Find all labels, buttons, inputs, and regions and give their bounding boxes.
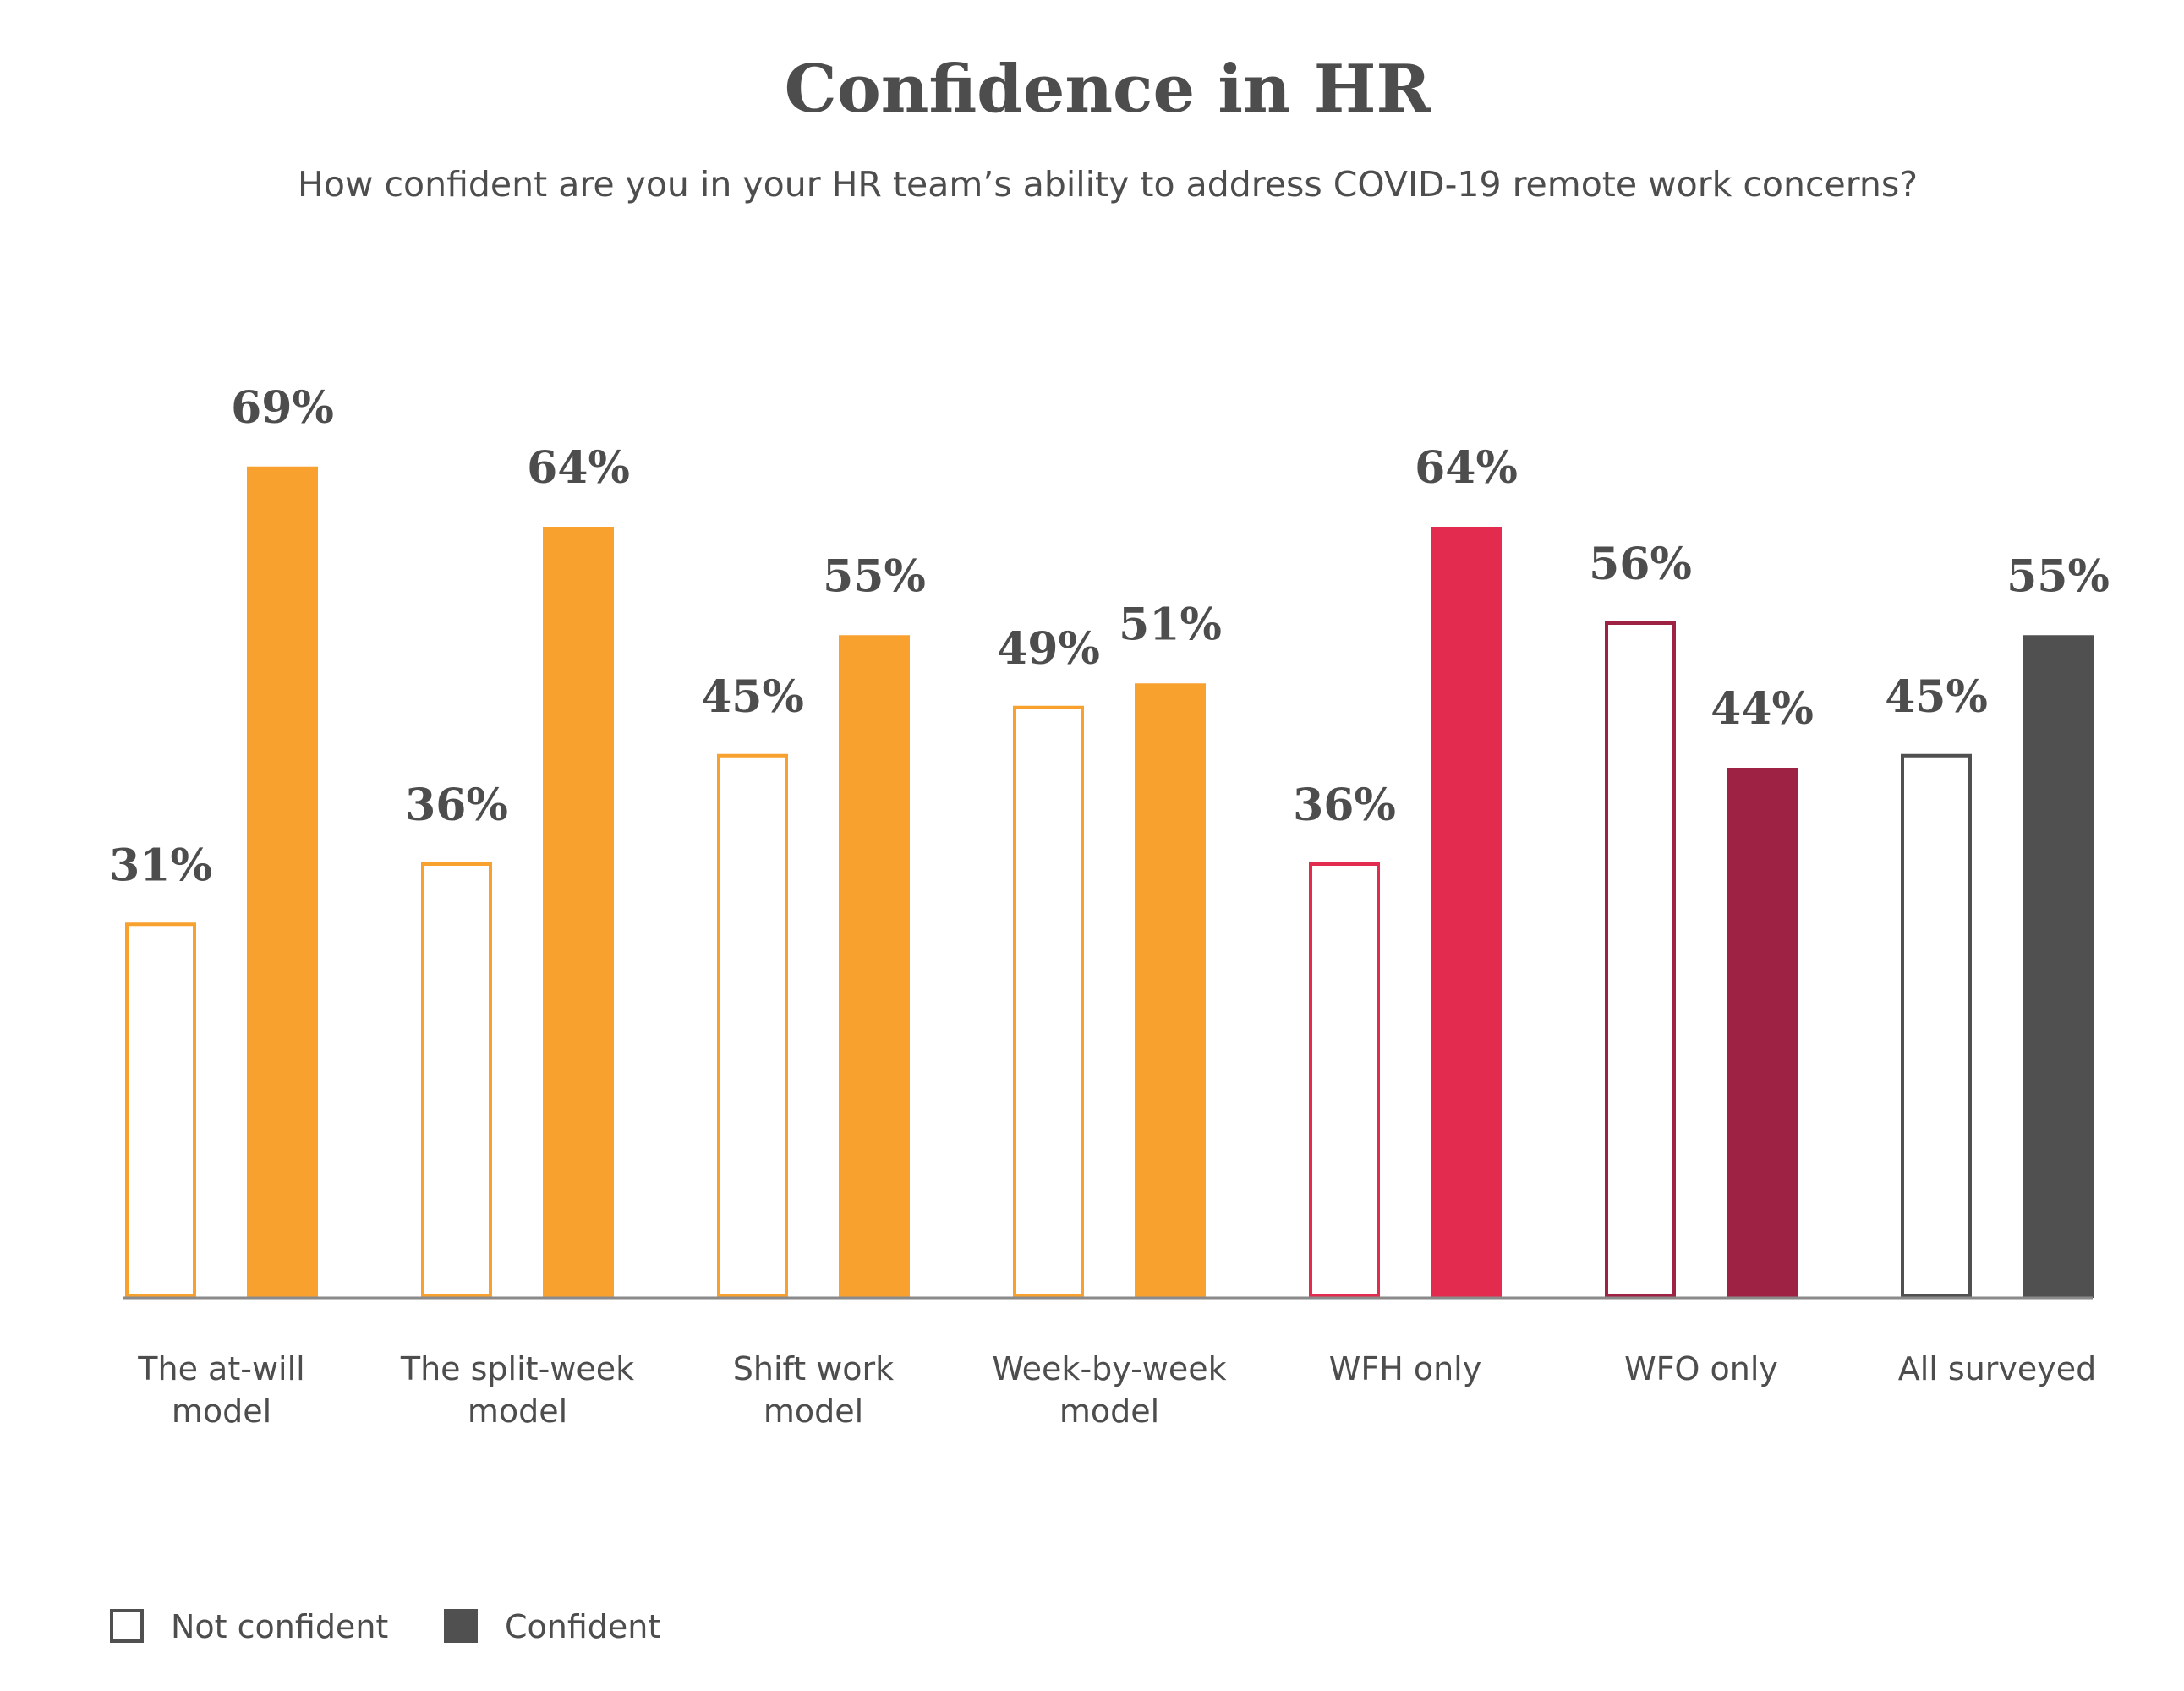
bar-not-confident-week-by-week-model — [1013, 705, 1084, 1298]
bar-not-confident-all-surveyed — [1901, 753, 1972, 1298]
category-label-wfh-only: WFH only — [1329, 1350, 1481, 1387]
legend-swatch-confident — [444, 1609, 478, 1643]
value-label-confident-all-surveyed: 55% — [2006, 550, 2110, 602]
category-label-shift-work-model-line1: Shift work — [733, 1350, 894, 1387]
legend-label-confident: Confident — [505, 1608, 660, 1645]
category-label-the-at-will-model-line1: The at-will — [137, 1350, 304, 1387]
value-label-not-confident-shift-work-model: 45% — [701, 671, 804, 723]
chart-subtitle: How confident are you in your HR team’s … — [298, 164, 1918, 205]
bar-confident-shift-work-model — [839, 635, 910, 1298]
category-label-shift-work-model-line2: model — [764, 1393, 863, 1430]
category-label-week-by-week-model-line2: model — [1059, 1393, 1159, 1430]
value-label-not-confident-wfh-only: 36% — [1293, 780, 1396, 831]
legend-label-not-confident: Not confident — [171, 1608, 388, 1645]
bar-not-confident-wfo-only — [1605, 621, 1676, 1298]
value-label-confident-shift-work-model: 55% — [823, 550, 926, 602]
labels-layer: 31% 69% The at-will model 36% 64% The split-we… — [109, 382, 2110, 1430]
value-label-confident-week-by-week-model: 51% — [1119, 599, 1222, 650]
value-label-confident-the-split-week-model: 64% — [527, 442, 630, 494]
category-label-the-at-will-model-line2: model — [172, 1393, 271, 1430]
bars-layer — [125, 466, 2094, 1298]
value-label-not-confident-all-surveyed: 45% — [1885, 671, 1988, 723]
category-label-week-by-week-model-line1: Week-by-week — [992, 1350, 1226, 1387]
value-label-confident-wfh-only: 64% — [1415, 442, 1518, 494]
bar-confident-week-by-week-model — [1135, 683, 1206, 1298]
legend: Not confident Confident — [110, 1608, 660, 1645]
bar-confident-the-split-week-model — [543, 527, 614, 1298]
bar-confident-all-surveyed — [2023, 635, 2094, 1298]
value-label-confident-the-at-will-model: 69% — [231, 382, 334, 434]
bar-not-confident-wfh-only — [1309, 862, 1380, 1298]
category-label-the-split-week-model-line2: model — [468, 1393, 567, 1430]
value-label-not-confident-wfo-only: 56% — [1589, 539, 1692, 590]
bar-confident-the-at-will-model — [247, 466, 318, 1298]
category-label-wfo-only: WFO only — [1624, 1350, 1778, 1387]
category-label-the-split-week-model-line1: The split-week — [400, 1350, 634, 1387]
bar-not-confident-shift-work-model — [717, 753, 788, 1298]
legend-swatch-not-confident — [110, 1609, 144, 1643]
bar-not-confident-the-at-will-model — [125, 922, 196, 1298]
value-label-not-confident-the-split-week-model: 36% — [405, 780, 508, 831]
bar-not-confident-the-split-week-model — [421, 862, 492, 1298]
value-label-not-confident-the-at-will-model: 31% — [109, 840, 212, 891]
bar-confident-wfh-only — [1431, 527, 1502, 1298]
chart-title: Confidence in HR — [785, 51, 1432, 128]
category-label-all-surveyed: All surveyed — [1898, 1350, 2097, 1387]
value-label-not-confident-week-by-week-model: 49% — [997, 623, 1100, 675]
bar-confident-wfo-only — [1727, 768, 1798, 1298]
value-label-confident-wfo-only: 44% — [1711, 683, 1814, 735]
